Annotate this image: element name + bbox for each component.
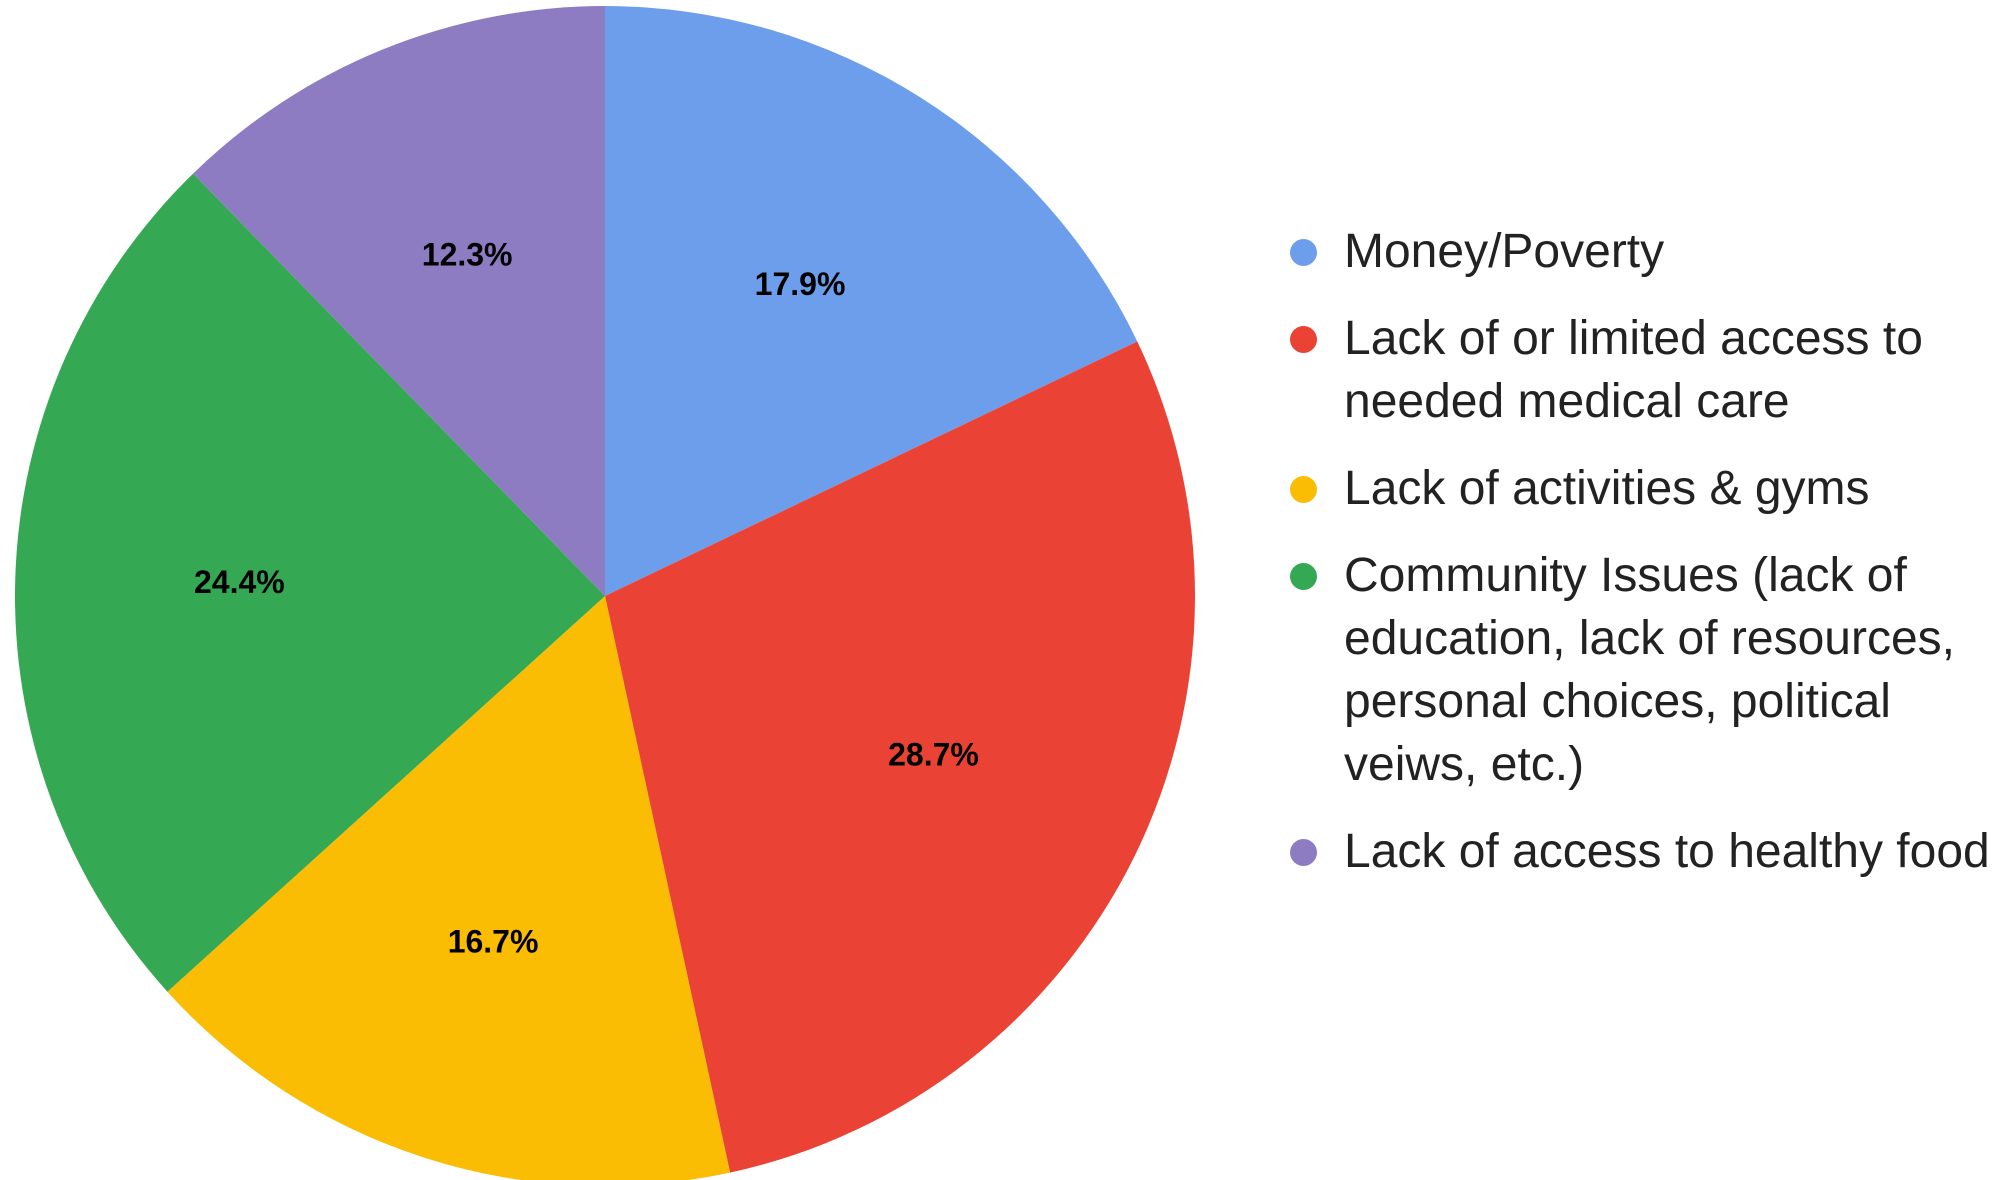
- legend-swatch: [1290, 239, 1317, 266]
- pie-slice-labels: 17.9% 28.7% 16.7% 24.4% 12.3%: [194, 237, 979, 960]
- legend-item: Community Issues (lack of education, lac…: [1290, 544, 2000, 796]
- pie-slice-2: [167, 596, 731, 1180]
- legend-item: Lack of or limited access to needed medi…: [1290, 307, 2000, 433]
- legend-item: Lack of activities & gyms: [1290, 457, 2000, 520]
- legend-label: Lack of access to healthy food: [1344, 825, 1990, 878]
- pie-slice-1: [605, 341, 1195, 1173]
- legend-swatch: [1290, 839, 1317, 866]
- slice-value-label: 12.3%: [422, 237, 513, 273]
- chart-legend: Money/Poverty Lack of or limited access t…: [1290, 220, 2000, 907]
- pie-slice-4: [193, 6, 605, 596]
- legend-swatch: [1290, 563, 1317, 590]
- legend-label: Lack of or limited access to needed medi…: [1344, 312, 1923, 428]
- legend-item: Lack of access to healthy food: [1290, 820, 2000, 883]
- legend-label: Money/Poverty: [1344, 225, 1665, 278]
- legend-swatch: [1290, 326, 1317, 353]
- pie-slice-3: [14, 173, 605, 992]
- legend-label: Lack of activities & gyms: [1344, 462, 1870, 515]
- slice-value-label: 24.4%: [194, 564, 285, 600]
- legend-item: Money/Poverty: [1290, 220, 2000, 283]
- pie-slices: [14, 6, 1195, 1180]
- slice-value-label: 16.7%: [448, 924, 539, 960]
- slice-value-label: 17.9%: [755, 266, 846, 302]
- slice-value-label: 28.7%: [888, 736, 979, 772]
- legend-swatch: [1290, 476, 1317, 503]
- legend-label: Community Issues (lack of education, lac…: [1344, 549, 1955, 791]
- pie-slice-0: [605, 6, 1138, 596]
